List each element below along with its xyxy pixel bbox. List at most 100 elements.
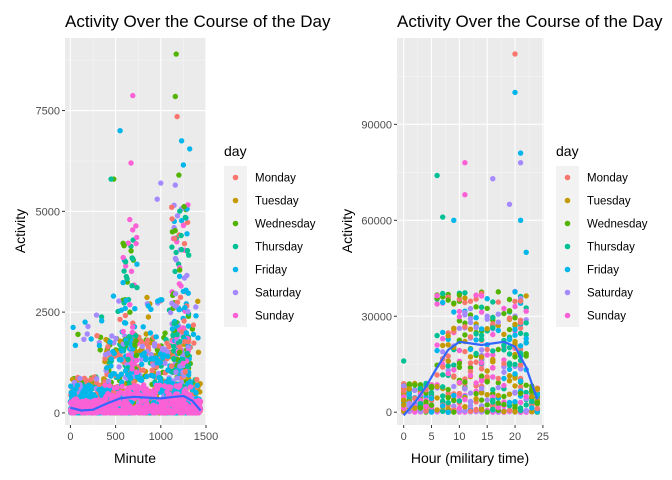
data-point: [173, 51, 179, 57]
data-point: [178, 138, 185, 144]
data-point: [134, 261, 140, 267]
data-point: [467, 365, 474, 371]
data-point: [195, 349, 202, 355]
data-point: [176, 172, 182, 178]
data-point: [104, 365, 110, 371]
data-point: [194, 398, 201, 405]
data-point: [139, 352, 145, 358]
legend-label: Friday: [255, 265, 287, 277]
legend-key-dot: [232, 312, 239, 319]
data-point: [451, 409, 457, 415]
data-point: [529, 393, 535, 400]
data-point: [164, 340, 170, 346]
data-point: [119, 383, 125, 390]
data-point: [108, 363, 114, 369]
data-point: [109, 333, 115, 339]
data-point: [512, 332, 518, 338]
y-axis-label: Activity: [12, 209, 28, 253]
data-point: [401, 402, 407, 408]
data-point: [168, 409, 174, 415]
axis-ticks: 0 500 1000 1500 0 2500 5000 7500: [36, 106, 219, 443]
data-point: [108, 408, 114, 414]
data-point: [440, 384, 446, 390]
data-point: [173, 249, 179, 256]
data-point: [490, 299, 496, 305]
data-point: [134, 284, 140, 291]
data-point: [445, 297, 451, 303]
data-point: [138, 356, 145, 363]
data-point: [169, 300, 175, 306]
data-point: [126, 333, 133, 340]
data-point: [184, 350, 190, 356]
data-point: [529, 409, 535, 415]
data-point: [434, 372, 440, 378]
data-point: [155, 298, 161, 304]
data-point: [128, 268, 135, 274]
data-point: [495, 384, 501, 391]
data-point: [190, 322, 197, 328]
data-point: [484, 368, 490, 374]
data-point: [98, 398, 104, 404]
data-point: [181, 241, 188, 247]
data-point: [484, 409, 490, 415]
data-point: [467, 298, 474, 304]
data-point: [101, 409, 107, 416]
data-point: [484, 379, 490, 385]
data-point: [484, 346, 490, 353]
data-point: [501, 401, 507, 408]
data-point: [512, 354, 518, 360]
data-point: [190, 331, 197, 337]
grid: [397, 38, 544, 425]
data-point: [71, 391, 78, 397]
data-point: [490, 374, 496, 380]
data-point: [462, 295, 468, 301]
data-point: [83, 397, 89, 404]
data-point: [153, 334, 159, 340]
x-axis-label: Minute: [114, 450, 156, 466]
legend-label: Monday: [587, 173, 628, 185]
data-point: [156, 343, 162, 349]
data-point: [417, 405, 424, 411]
data-point: [473, 304, 479, 310]
data-point: [517, 366, 524, 372]
data-point: [185, 363, 191, 370]
legend: day Monday Tuesday Wednesday Thursday Friday S…: [224, 143, 316, 327]
data-point: [177, 294, 184, 300]
data-point: [117, 316, 123, 323]
data-point: [133, 333, 139, 339]
data-point: [506, 399, 513, 406]
data-point: [517, 343, 524, 349]
data-point: [456, 398, 463, 404]
data-point: [428, 409, 435, 415]
data-point: [467, 354, 474, 360]
data-point: [93, 400, 99, 406]
data-point: [176, 281, 182, 287]
data-point: [195, 335, 201, 341]
data-point: [107, 403, 113, 409]
data-point: [501, 408, 507, 415]
legend-key-dot: [564, 220, 571, 227]
data-point: [185, 323, 192, 329]
data-point: [451, 309, 457, 315]
data-point: [172, 227, 178, 234]
x-tick-label: 500: [106, 431, 124, 443]
data-point: [456, 379, 463, 386]
data-point: [445, 358, 451, 364]
data-point: [534, 400, 540, 406]
data-point: [177, 267, 183, 273]
data-point: [154, 196, 160, 202]
data-point: [174, 391, 180, 397]
data-point: [161, 352, 167, 358]
data-point: [434, 332, 440, 339]
data-point: [512, 303, 518, 310]
data-point: [174, 331, 180, 338]
data-point: [172, 182, 178, 188]
x-tick-label: 0: [401, 431, 407, 443]
data-point: [133, 240, 139, 247]
data-point: [517, 384, 524, 390]
data-point: [484, 326, 490, 332]
data-point: [445, 342, 451, 348]
data-point: [186, 252, 192, 258]
data-point: [169, 326, 176, 332]
